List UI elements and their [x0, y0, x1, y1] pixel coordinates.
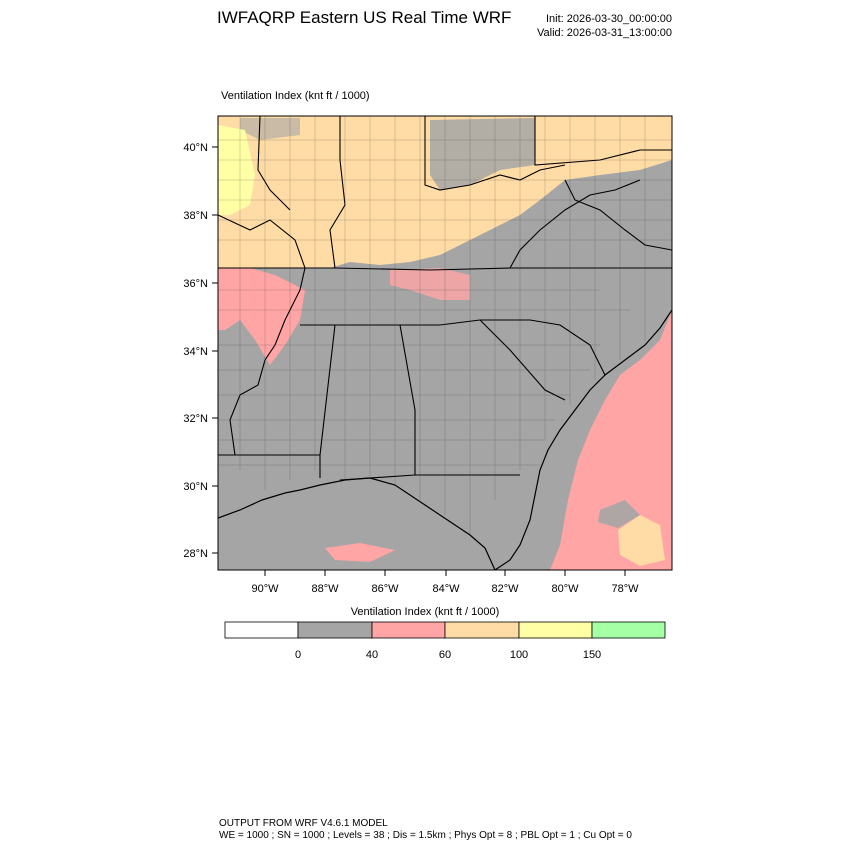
- footer-line: WE = 1000 ; SN = 1000 ; Levels = 38 ; Di…: [219, 830, 632, 841]
- run-times: Init: 2026-03-30_00:00:00 Valid: 2026-03…: [530, 12, 672, 40]
- map-frame: [217, 115, 673, 571]
- lat-label: 40°N: [183, 142, 208, 154]
- field-region-pink-tn: [390, 268, 470, 300]
- lon-label: 78°W: [611, 583, 639, 595]
- lat-label: 32°N: [183, 413, 208, 425]
- lat-ticks: [212, 146, 218, 554]
- lat-labels: 40°N 38°N 36°N 34°N 32°N 30°N 28°N: [183, 142, 208, 560]
- colorbar-label: 0: [294, 649, 302, 661]
- lon-label: 80°W: [551, 583, 579, 595]
- field-label: Ventilation Index (knt ft / 1000): [221, 90, 370, 102]
- county-grid: [218, 116, 672, 535]
- valid-time: Valid: 2026-03-31_13:00:00: [537, 27, 672, 39]
- field-region-gray-ohio: [430, 118, 535, 190]
- lat-label: 38°N: [183, 210, 208, 222]
- lat-label: 28°N: [183, 548, 208, 560]
- lon-label: 88°W: [311, 583, 339, 595]
- field-region-pink-atlantic: [550, 310, 672, 570]
- lon-ticks: [264, 570, 626, 576]
- lon-labels: 90°W 88°W 86°W 84°W 82°W 80°W 78°W: [251, 583, 639, 595]
- colorbar-bin: [297, 621, 373, 639]
- lat-label: 34°N: [183, 346, 208, 358]
- footer-line: OUTPUT FROM WRF V4.6.1 MODEL: [219, 818, 388, 829]
- colorbar-label: 100: [509, 649, 529, 661]
- map-title: IWFAQRP Eastern US Real Time WRF: [217, 8, 512, 27]
- map-panel: 40°N 38°N 36°N 34°N 32°N 30°N 28°N 90°W …: [183, 115, 673, 639]
- colorbar-bin: [224, 621, 299, 639]
- field-region-pink-west: [218, 268, 305, 365]
- colorbar-bin: [444, 621, 520, 639]
- map-field: [218, 116, 672, 570]
- field-region-gray-atlantic: [598, 500, 640, 528]
- field-region-pink-gulf: [325, 543, 395, 562]
- field-region-yellow-nw: [218, 125, 255, 215]
- colorbar-label: 40: [365, 649, 379, 661]
- lat-label: 30°N: [183, 481, 208, 493]
- field-region-tan-atlantic: [618, 515, 665, 566]
- lat-label: 36°N: [183, 278, 208, 290]
- init-time: Init: 2026-03-30_00:00:00: [546, 13, 672, 25]
- lon-label: 84°W: [432, 583, 460, 595]
- atlantic-coastline: [494, 309, 672, 570]
- colorbar-title: Ventilation Index (knt ft / 1000): [350, 606, 500, 618]
- field-region-gray-nw: [240, 118, 300, 140]
- model-footer: OUTPUT FROM WRF V4.6.1 MODEL WE = 1000 ;…: [219, 818, 632, 842]
- colorbar-bin: [518, 621, 593, 639]
- lon-label: 86°W: [371, 583, 399, 595]
- lon-label: 82°W: [491, 583, 519, 595]
- colorbar-bin: [371, 621, 446, 639]
- colorbar-label: 150: [582, 649, 602, 661]
- colorbar: [224, 621, 666, 639]
- colorbar-bin: [591, 621, 666, 639]
- colorbar-label: 60: [438, 649, 452, 661]
- lon-label: 90°W: [251, 583, 279, 595]
- gulf-coastline: [218, 477, 496, 570]
